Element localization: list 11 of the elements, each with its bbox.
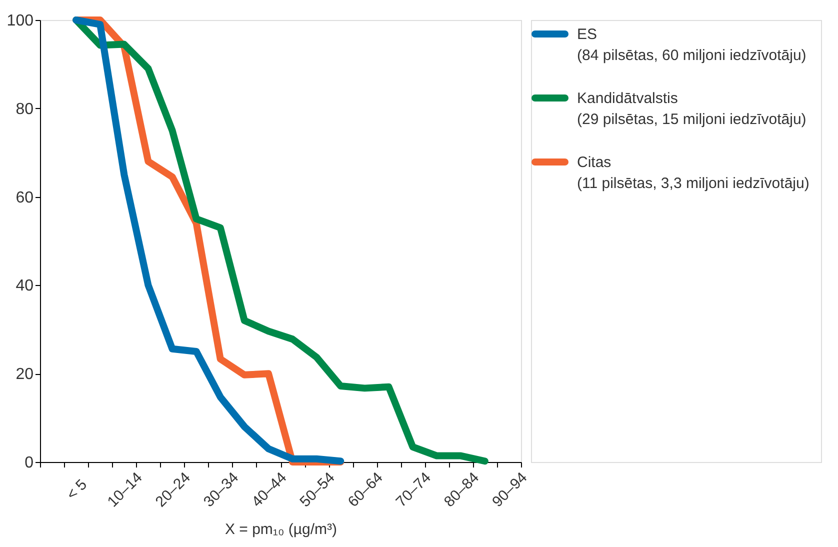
y-tick-label: 20 xyxy=(16,366,34,384)
x-axis-title: X = pm₁₀ (µg/m³) xyxy=(224,520,338,538)
y-tick-label: 40 xyxy=(16,278,34,295)
legend-label: ES (84 pilsētas, 60 miljoni iedzīvotāju) xyxy=(577,26,806,64)
y-tick-label: 0 xyxy=(24,454,34,472)
y-tick-label: 80 xyxy=(16,100,34,118)
x-tick-label: < 5 xyxy=(63,476,90,504)
y-tick-label: 60 xyxy=(16,189,34,206)
y-tick-label: 100 xyxy=(6,12,34,30)
legend-label: Kandidātvalstis (29 pilsētas, 15 miljoni iedzīvotāju) xyxy=(577,90,806,128)
legend-label: Citas (11 pilsētas, 3,3 miljoni iedzīvotāju) xyxy=(577,154,810,192)
